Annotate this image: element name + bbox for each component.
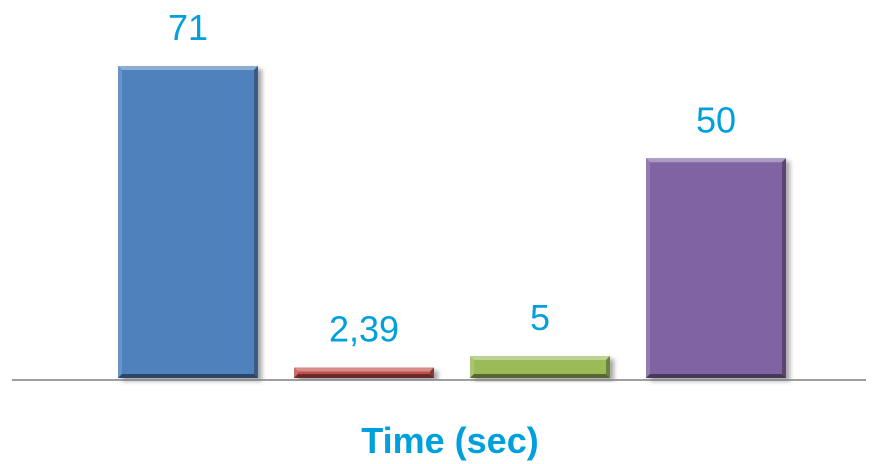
- bar-3: [470, 356, 610, 378]
- bar-bevel-right: [254, 66, 258, 378]
- data-label-3: 5: [530, 297, 550, 338]
- bar-bevel-bottom: [646, 374, 786, 378]
- bar-bevel-top: [294, 367, 434, 372]
- bar-body: [646, 158, 786, 378]
- bar-bevel-top: [646, 158, 786, 163]
- bar-bevel-left: [646, 158, 650, 378]
- data-label-4: 50: [696, 99, 736, 140]
- bar-body: [118, 66, 258, 378]
- bar-bevel-right: [782, 158, 786, 378]
- bar-bevel-left: [294, 367, 298, 378]
- bar-bevel-top: [470, 356, 610, 361]
- data-labels-group: 71 2,39 5 50: [168, 7, 736, 349]
- bar-bevel-bottom: [294, 374, 434, 378]
- bar-4: [646, 158, 786, 378]
- bar-2: [294, 367, 434, 378]
- bar-bevel-bottom: [470, 374, 610, 378]
- bar-bevel-right: [430, 367, 434, 378]
- bar-bevel-bottom: [118, 374, 258, 378]
- bar-body: [470, 356, 610, 378]
- bar-bevel-top: [118, 66, 258, 70]
- bar-bevel-left: [470, 356, 474, 378]
- bars-group: [118, 66, 786, 378]
- bar-body: [294, 367, 434, 378]
- bar-bevel-left: [118, 66, 122, 378]
- bar-bevel-right: [606, 356, 610, 378]
- bar-1: [118, 66, 258, 378]
- data-label-1: 71: [168, 7, 208, 48]
- data-label-2: 2,39: [329, 308, 399, 349]
- x-axis-title: Time (sec): [361, 420, 538, 461]
